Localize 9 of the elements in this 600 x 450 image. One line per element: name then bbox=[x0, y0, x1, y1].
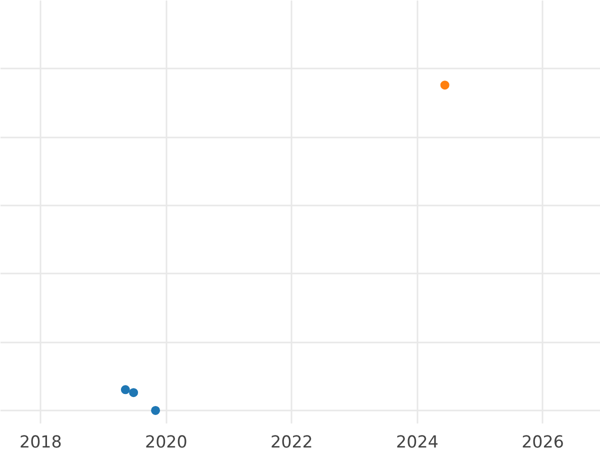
x-tick-label: 2022 bbox=[270, 432, 313, 450]
x-tick-label: 2018 bbox=[19, 432, 62, 450]
x-tick-label: 2026 bbox=[522, 432, 564, 450]
point bbox=[440, 80, 450, 90]
x-tick-label: 2020 bbox=[144, 432, 188, 450]
point bbox=[129, 388, 138, 398]
point bbox=[120, 385, 130, 394]
x-tick-label: 2024 bbox=[396, 432, 438, 450]
point bbox=[151, 406, 160, 415]
